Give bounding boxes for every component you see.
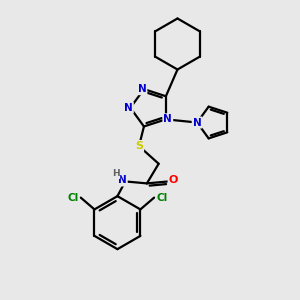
Text: Cl: Cl [156, 193, 168, 202]
Text: N: N [193, 118, 202, 128]
Text: H: H [112, 169, 119, 178]
Text: O: O [169, 176, 178, 185]
Text: N: N [118, 176, 127, 185]
Text: S: S [135, 141, 143, 151]
Text: N: N [138, 84, 146, 94]
Text: N: N [124, 103, 133, 113]
Text: Cl: Cl [67, 193, 79, 202]
Text: N: N [164, 114, 172, 124]
